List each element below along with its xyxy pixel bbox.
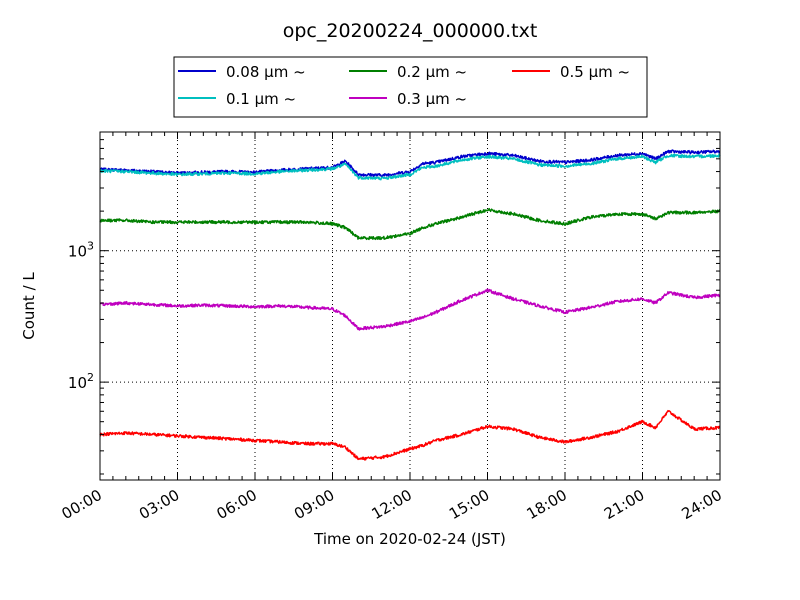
series-line bbox=[99, 153, 721, 181]
x-tick-label: 15:00 bbox=[446, 486, 492, 523]
y-tick-label: 103 bbox=[68, 240, 94, 261]
legend-box bbox=[173, 56, 648, 118]
series-line bbox=[99, 149, 721, 178]
series-line bbox=[99, 409, 721, 461]
x-tick-label: 03:00 bbox=[136, 486, 182, 523]
legend-label: 0.08 μm ~ bbox=[226, 63, 306, 81]
grid bbox=[100, 132, 720, 480]
series-lines bbox=[99, 149, 721, 461]
x-tick-label: 09:00 bbox=[291, 486, 337, 523]
x-axis-label: Time on 2020-02-24 (JST) bbox=[313, 530, 506, 548]
series-line bbox=[99, 207, 721, 241]
legend-label: 0.1 μm ~ bbox=[226, 90, 296, 108]
x-axis: 00:00 03:00 06:00 09:00 12:00 15:00 18:00 21:00… bbox=[59, 132, 725, 523]
y-axis-label: Count / L bbox=[20, 272, 38, 340]
y-tick-label: 102 bbox=[68, 371, 94, 392]
x-tick-label: 06:00 bbox=[214, 486, 260, 523]
x-tick-label: 00:00 bbox=[59, 486, 105, 523]
chart-title: opc_20200224_000000.txt bbox=[283, 20, 538, 42]
legend: 0.08 μm ~ 0.1 μm ~ 0.2 μm ~ 0.3 μm ~ 0.5 μm … bbox=[173, 56, 648, 118]
legend-label: 0.3 μm ~ bbox=[397, 90, 467, 108]
y-axis: 102 103 bbox=[68, 131, 720, 475]
x-tick-label: 24:00 bbox=[679, 486, 725, 523]
x-tick-label: 18:00 bbox=[524, 486, 570, 523]
x-tick-label: 21:00 bbox=[601, 486, 647, 523]
series-line bbox=[99, 288, 721, 331]
legend-label: 0.5 μm ~ bbox=[560, 63, 630, 81]
x-tick-label: 12:00 bbox=[369, 486, 415, 523]
legend-label: 0.2 μm ~ bbox=[397, 63, 467, 81]
